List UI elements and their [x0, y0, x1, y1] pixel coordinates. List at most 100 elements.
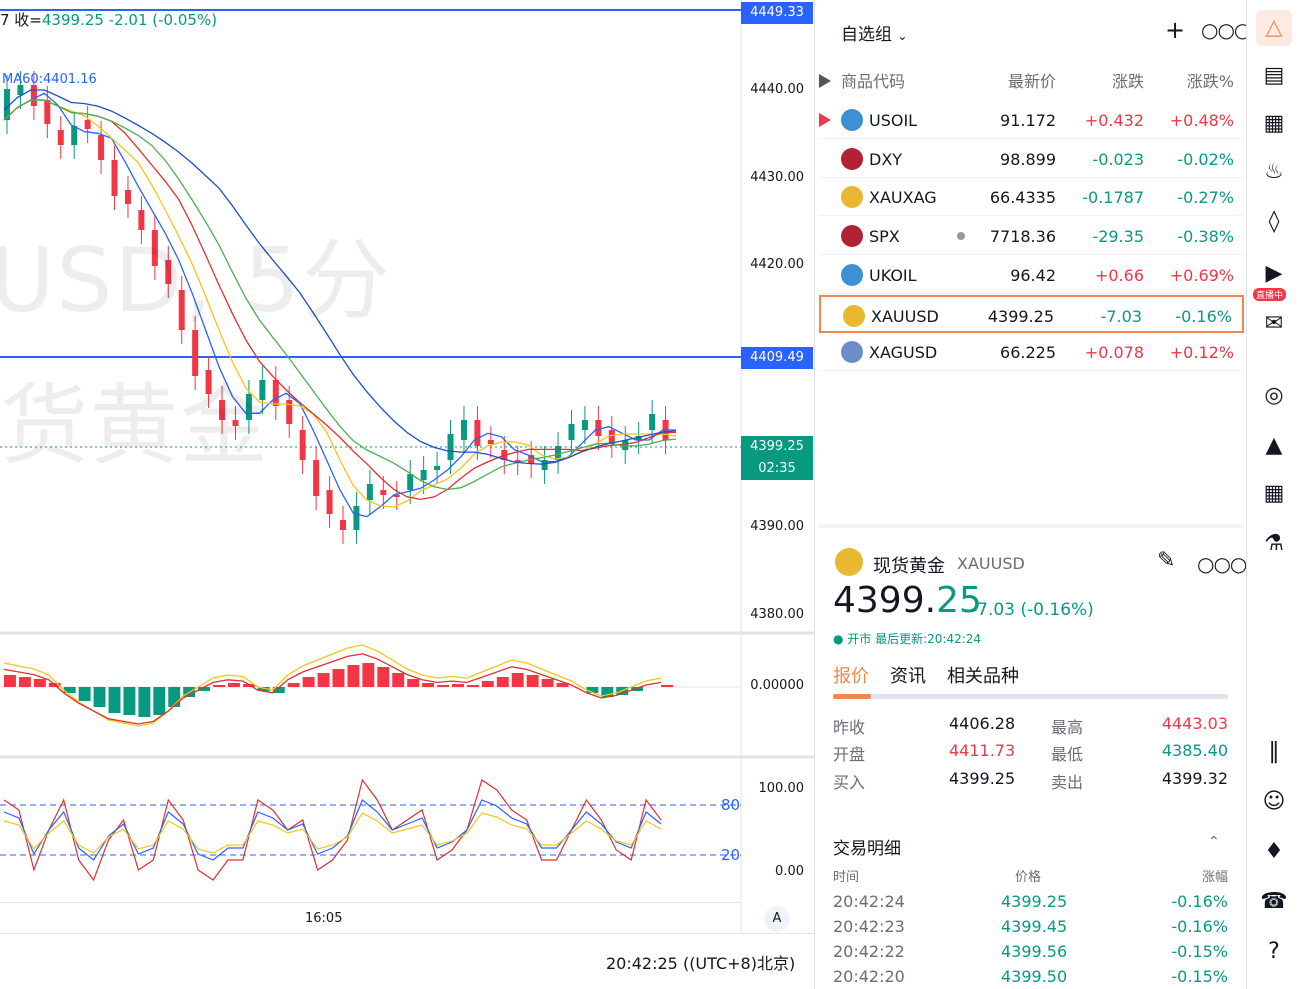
trade-pct: -0.16%	[1171, 917, 1228, 936]
calendar-icon[interactable]: ▦	[1263, 111, 1285, 136]
candle-body	[541, 460, 548, 470]
quote-value: 4406.28	[949, 714, 1016, 733]
candle-body	[353, 506, 360, 530]
symbol-icon	[841, 225, 863, 247]
chevron-up-icon[interactable]: ⌃	[1208, 834, 1220, 850]
candle-body	[245, 394, 252, 420]
macd-bar	[18, 677, 31, 687]
detail-more-icon[interactable]: ○○○	[1197, 552, 1247, 576]
macd-bar	[332, 669, 345, 687]
candle-body	[340, 520, 346, 530]
ma-line-slow	[3, 99, 676, 501]
col-pct[interactable]: 涨跌%	[1186, 72, 1234, 91]
macd-bar	[422, 683, 435, 687]
price-label-4420: 4420.00	[750, 257, 804, 272]
row-symbol: DXY	[869, 150, 903, 169]
dom-icon[interactable]: ‖	[1268, 739, 1280, 764]
candle-body	[165, 260, 172, 284]
trade-price: 4399.56	[1001, 942, 1068, 961]
hline-tag-top[interactable]: 4449.33	[741, 2, 813, 24]
candle-body	[57, 130, 64, 145]
flag-icon[interactable]	[819, 74, 831, 88]
watchlist-row[interactable]: SPX 7718.36 -29.35 -0.38%	[819, 217, 1244, 255]
price-label-4440: 4440.00	[750, 82, 804, 97]
education-icon[interactable]: ▲	[1265, 433, 1283, 458]
detail-price-dec: 25	[936, 580, 982, 621]
watchlist-header: 自选组 ⌄ + ○○○	[819, 0, 1251, 62]
tab-news[interactable]: 资讯	[890, 666, 926, 687]
news-icon[interactable]: ▤	[1263, 63, 1285, 88]
edit-icon[interactable]: ✎	[1157, 548, 1176, 573]
stoch-80-label: 80	[721, 796, 741, 814]
candle-body	[622, 440, 629, 450]
layers-icon[interactable]: ◊	[1268, 209, 1280, 234]
ohlc-legend: 7 收=4399.25 -2.01 (-0.05%)	[0, 9, 217, 30]
chat-icon[interactable]: ✉	[1264, 311, 1284, 336]
more-icon[interactable]: ○○○	[1201, 18, 1251, 42]
symbol-icon	[841, 186, 863, 208]
hline-tag-mid[interactable]: 4409.49	[741, 347, 813, 369]
target-icon[interactable]: ◎	[1264, 383, 1284, 408]
candle-body	[366, 484, 373, 500]
auto-scale-button[interactable]: A	[764, 906, 790, 932]
stoch-k-line	[3, 778, 662, 882]
flag-icon[interactable]	[819, 113, 831, 127]
macd-bar	[631, 687, 644, 691]
tab-quote[interactable]: 报价	[833, 666, 869, 687]
candle-body	[313, 460, 320, 496]
col-chg[interactable]: 涨跌	[1111, 72, 1144, 91]
candle-body	[555, 446, 562, 460]
handshake-icon[interactable]: ♦	[1264, 839, 1284, 864]
watchlist-panel: 自选组 ⌄ + ○○○ 商品代码 最新价 涨跌 涨跌% USOIL 91.172 +…	[819, 0, 1251, 520]
bar-countdown: 02:35	[741, 458, 813, 480]
time-axis[interactable]: 16:05	[0, 902, 741, 933]
chart-canvas[interactable]	[0, 0, 815, 989]
detail-name: 现货黄金	[873, 556, 945, 577]
col-code[interactable]: 商品代码	[841, 72, 906, 91]
macd-bar	[123, 687, 136, 715]
watchlist-columns: 商品代码 最新价 涨跌 涨跌%	[819, 68, 1244, 96]
table-icon[interactable]: ▦	[1263, 481, 1285, 506]
clock-timezone[interactable]: 20:42:25 ((UTC+8)北京)	[606, 954, 796, 973]
watchlist-row[interactable]: DXY 98.899 -0.023 -0.02%	[819, 140, 1244, 178]
watchlist-row[interactable]: USOIL 91.172 +0.432 +0.48%	[819, 101, 1244, 139]
watchlist-row[interactable]: XAUXAG 66.4335 -0.1787 -0.27%	[819, 178, 1244, 216]
candle-body	[487, 440, 494, 444]
macd-bar	[138, 687, 151, 717]
row-pct: +0.48%	[1169, 111, 1234, 130]
symbol-icon	[841, 109, 863, 131]
support-icon[interactable]: ☎	[1260, 889, 1288, 914]
tree-icon[interactable]: ⚗	[1264, 531, 1284, 556]
candle-body	[460, 420, 467, 440]
stoch-d-line	[3, 799, 662, 861]
trade-pct: -0.15%	[1171, 942, 1228, 961]
watchlist-row[interactable]: UKOIL 96.42 +0.66 +0.69%	[819, 256, 1244, 294]
candle-body	[581, 420, 588, 430]
help-icon[interactable]: ?	[1268, 939, 1280, 964]
quote-label: 昨收	[833, 718, 866, 737]
chart-pane[interactable]: 7 收=4399.25 -2.01 (-0.05%) MA60:4401.16 …	[0, 0, 815, 989]
robot-icon[interactable]: ☺	[1262, 789, 1286, 814]
live-icon[interactable]: ▶	[1265, 261, 1283, 286]
candle-body	[17, 85, 24, 95]
macd-bar	[198, 687, 211, 691]
row-symbol: XAGUSD	[869, 343, 938, 362]
candle-body	[151, 230, 158, 266]
candle-body	[272, 380, 279, 406]
watchlist-icon[interactable]: △	[1256, 10, 1292, 46]
row-change: -7.03	[1100, 307, 1142, 326]
macd-bar	[347, 665, 360, 687]
plus-icon[interactable]: +	[1165, 16, 1186, 44]
watchlist-row[interactable]: XAUUSD 4399.25 -7.03 -0.16%	[819, 295, 1244, 333]
candle-body	[393, 495, 400, 497]
watchlist-group-dropdown[interactable]: 自选组 ⌄	[841, 20, 907, 45]
row-pct: +0.12%	[1169, 343, 1234, 362]
tab-related[interactable]: 相关品种	[947, 666, 1019, 687]
alert-icon[interactable]: ♨	[1264, 159, 1284, 184]
macd-zero-label: 0.00000	[750, 678, 804, 693]
price-label-4390: 4390.00	[750, 519, 804, 534]
col-last[interactable]: 最新价	[1007, 72, 1056, 91]
trade-row: 20:42:23 4399.45 -0.16%	[833, 917, 1228, 942]
row-pct: -0.16%	[1175, 307, 1232, 326]
watchlist-row[interactable]: XAGUSD 66.225 +0.078 +0.12%	[819, 333, 1244, 371]
